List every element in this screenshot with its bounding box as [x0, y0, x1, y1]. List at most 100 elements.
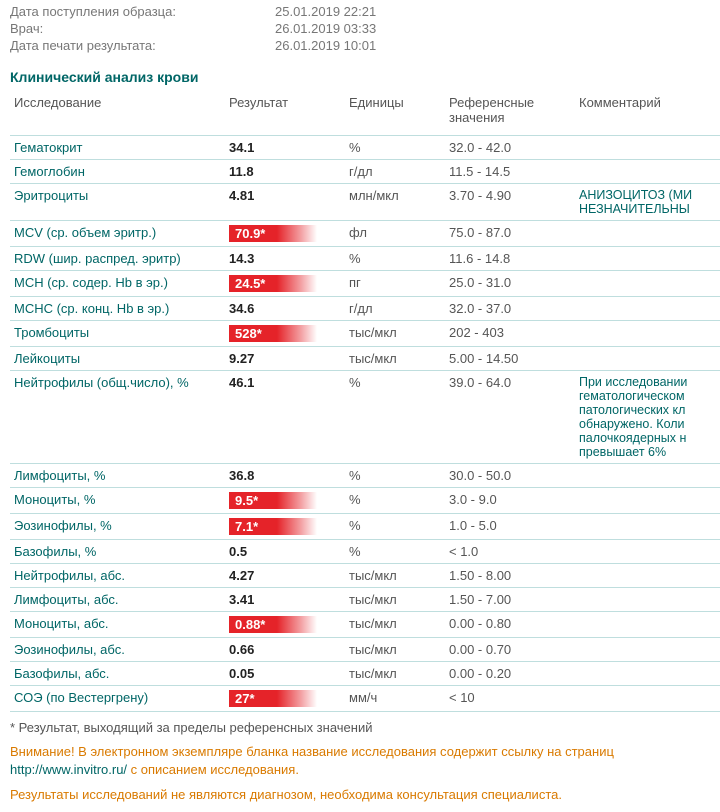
result-value: 4.27 — [229, 568, 254, 583]
notice-body: В электронном экземпляре бланка название… — [75, 744, 614, 759]
comment-cell — [575, 488, 720, 514]
header-reference: Референсные значения — [445, 89, 575, 136]
reference-cell: < 10 — [445, 686, 575, 712]
reference-cell: 0.00 - 0.80 — [445, 612, 575, 638]
comment-cell — [575, 662, 720, 686]
result-cell: 0.88* — [225, 612, 345, 638]
units-cell: г/дл — [345, 297, 445, 321]
table-row: MCHC (ср. конц. Hb в эр.)34.6г/дл32.0 - … — [10, 297, 720, 321]
units-cell: фл — [345, 221, 445, 247]
study-name: Эозинофилы, абс. — [10, 638, 225, 662]
reference-cell: 11.5 - 14.5 — [445, 160, 575, 184]
reference-cell: 11.6 - 14.8 — [445, 247, 575, 271]
study-name: Нейтрофилы (общ.число), % — [10, 371, 225, 464]
reference-cell: 0.00 - 0.20 — [445, 662, 575, 686]
table-row: Гематокрит34.1%32.0 - 42.0 — [10, 136, 720, 160]
reference-cell: 32.0 - 37.0 — [445, 297, 575, 321]
table-row: СОЭ (по Вестергрену)27*мм/ч< 10 — [10, 686, 720, 712]
reference-cell: 25.0 - 31.0 — [445, 271, 575, 297]
comment-cell — [575, 612, 720, 638]
result-cell: 34.1 — [225, 136, 345, 160]
comment-cell — [575, 247, 720, 271]
results-table: Исследование Результат Единицы Референсн… — [10, 89, 720, 712]
result-flagged: 27* — [229, 690, 277, 707]
meta-value: 26.01.2019 03:33 — [275, 21, 376, 36]
meta-value: 25.01.2019 22:21 — [275, 4, 376, 19]
result-value: 4.81 — [229, 188, 254, 203]
comment-cell: АНИЗОЦИТОЗ (МИ НЕЗНАЧИТЕЛЬНЫ — [575, 184, 720, 221]
reference-cell: 75.0 - 87.0 — [445, 221, 575, 247]
study-name: Эритроциты — [10, 184, 225, 221]
reference-cell: 1.0 - 5.0 — [445, 514, 575, 540]
meta-label: Врач: — [10, 21, 275, 36]
units-cell: % — [345, 540, 445, 564]
result-cell: 9.5* — [225, 488, 345, 514]
units-cell: млн/мкл — [345, 184, 445, 221]
comment-cell — [575, 464, 720, 488]
header-result: Результат — [225, 89, 345, 136]
result-value: 46.1 — [229, 375, 254, 390]
table-row: Моноциты, абс.0.88*тыс/мкл0.00 - 0.80 — [10, 612, 720, 638]
comment-cell — [575, 540, 720, 564]
study-name: Лейкоциты — [10, 347, 225, 371]
study-name: MCHC (ср. конц. Hb в эр.) — [10, 297, 225, 321]
meta-label: Дата печати результата: — [10, 38, 275, 53]
result-value: 14.3 — [229, 251, 254, 266]
study-name: Нейтрофилы, абс. — [10, 564, 225, 588]
comment-cell — [575, 321, 720, 347]
study-name: СОЭ (по Вестергрену) — [10, 686, 225, 712]
result-value: 34.1 — [229, 140, 254, 155]
table-row: RDW (шир. распред. эритр)14.3%11.6 - 14.… — [10, 247, 720, 271]
result-flagged: 24.5* — [229, 275, 277, 292]
result-value: 36.8 — [229, 468, 254, 483]
reference-cell: < 1.0 — [445, 540, 575, 564]
result-cell: 11.8 — [225, 160, 345, 184]
comment-cell — [575, 221, 720, 247]
table-row: Тромбоциты528*тыс/мкл202 - 403 — [10, 321, 720, 347]
result-cell: 3.41 — [225, 588, 345, 612]
units-cell: тыс/мкл — [345, 347, 445, 371]
header-units: Единицы — [345, 89, 445, 136]
table-row: Эритроциты4.81млн/мкл3.70 - 4.90АНИЗОЦИТ… — [10, 184, 720, 221]
section-title: Клинический анализ крови — [10, 69, 720, 85]
units-cell: % — [345, 514, 445, 540]
result-cell: 0.5 — [225, 540, 345, 564]
result-value: 0.5 — [229, 544, 247, 559]
reference-cell: 39.0 - 64.0 — [445, 371, 575, 464]
table-row: MCV (ср. объем эритр.)70.9*фл75.0 - 87.0 — [10, 221, 720, 247]
reference-cell: 202 - 403 — [445, 321, 575, 347]
reference-cell: 1.50 - 8.00 — [445, 564, 575, 588]
header-study: Исследование — [10, 89, 225, 136]
study-name: Лимфоциты, абс. — [10, 588, 225, 612]
notice-disclaimer: Результаты исследований не являются диаг… — [10, 786, 720, 804]
comment-cell — [575, 136, 720, 160]
result-cell: 14.3 — [225, 247, 345, 271]
result-flagged: 9.5* — [229, 492, 277, 509]
meta-label: Дата поступления образца: — [10, 4, 275, 19]
study-name: RDW (шир. распред. эритр) — [10, 247, 225, 271]
table-row: MCH (ср. содер. Hb в эр.)24.5*пг25.0 - 3… — [10, 271, 720, 297]
table-row: Эозинофилы, %7.1*%1.0 - 5.0 — [10, 514, 720, 540]
table-row: Нейтрофилы, абс.4.27тыс/мкл1.50 - 8.00 — [10, 564, 720, 588]
units-cell: % — [345, 488, 445, 514]
result-cell: 528* — [225, 321, 345, 347]
result-cell: 34.6 — [225, 297, 345, 321]
result-value: 3.41 — [229, 592, 254, 607]
comment-cell — [575, 588, 720, 612]
table-row: Моноциты, %9.5*%3.0 - 9.0 — [10, 488, 720, 514]
header-comment: Комментарий — [575, 89, 720, 136]
meta-doctor: Врач: 26.01.2019 03:33 — [10, 21, 720, 36]
study-name: MCH (ср. содер. Hb в эр.) — [10, 271, 225, 297]
units-cell: тыс/мкл — [345, 321, 445, 347]
result-flagged: 0.88* — [229, 616, 277, 633]
result-cell: 46.1 — [225, 371, 345, 464]
table-header-row: Исследование Результат Единицы Референсн… — [10, 89, 720, 136]
notice-link[interactable]: http://www.invitro.ru/ — [10, 762, 127, 777]
table-row: Лимфоциты, %36.8%30.0 - 50.0 — [10, 464, 720, 488]
notice-warn: Внимание! — [10, 744, 75, 759]
reference-cell: 0.00 - 0.70 — [445, 638, 575, 662]
study-name: Гематокрит — [10, 136, 225, 160]
study-name: Тромбоциты — [10, 321, 225, 347]
comment-cell — [575, 564, 720, 588]
units-cell: тыс/мкл — [345, 588, 445, 612]
